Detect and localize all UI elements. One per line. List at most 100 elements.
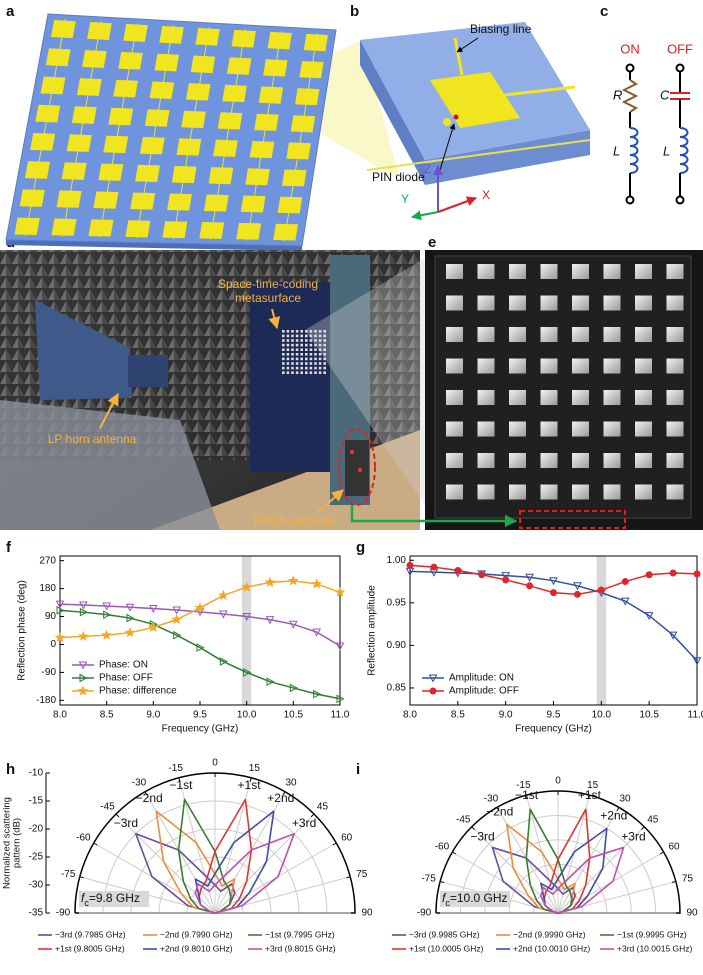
marker	[242, 613, 252, 622]
theta-tick-label: -45	[100, 802, 115, 813]
patch	[572, 390, 589, 405]
cell	[314, 371, 317, 374]
patch	[240, 195, 266, 213]
r-tick-label: -15	[29, 796, 44, 807]
y-tick-label: 0	[50, 639, 56, 650]
marker	[172, 606, 182, 615]
cell	[323, 348, 326, 351]
patch	[40, 76, 66, 95]
shaded-band	[596, 556, 607, 705]
theta-tick	[346, 876, 351, 879]
marker	[79, 607, 88, 617]
cell	[282, 371, 285, 374]
bias-line	[504, 85, 576, 97]
fpga	[345, 440, 369, 496]
marker	[264, 576, 276, 587]
theta-tick	[178, 777, 181, 782]
theta-tick	[659, 851, 664, 855]
callout-arrow	[99, 392, 119, 429]
led	[358, 468, 362, 472]
marker	[218, 610, 228, 619]
patch	[103, 135, 129, 154]
legend-label: +3rd (10.0015 GHz)	[617, 943, 693, 953]
cell	[309, 339, 313, 342]
cell	[295, 348, 299, 351]
legend-marker	[428, 674, 438, 683]
cell	[295, 330, 299, 333]
terminal	[625, 195, 635, 205]
state-label: ON	[620, 41, 640, 56]
cell	[314, 366, 317, 370]
pattern-line	[539, 846, 625, 914]
annotation: Space-time-coding	[218, 277, 318, 291]
marker	[288, 575, 299, 586]
theta-tick-label: -30	[132, 778, 147, 789]
state-label: OFF	[667, 41, 693, 56]
patch	[540, 484, 558, 500]
cell	[305, 366, 308, 370]
patch	[245, 168, 270, 186]
bias-line	[453, 37, 464, 76]
cell	[286, 353, 290, 356]
patch	[190, 55, 216, 74]
patch	[666, 295, 684, 311]
theta-tick-label: 30	[285, 778, 297, 789]
marker	[692, 657, 702, 666]
cell	[291, 339, 294, 342]
cell	[323, 357, 326, 361]
r-axis-title: Normalized scattering	[2, 797, 13, 889]
x-tick-label: 9.5	[193, 710, 207, 721]
patch	[295, 88, 320, 106]
series-line	[59, 603, 341, 647]
cell	[314, 334, 317, 338]
patch	[181, 110, 206, 129]
theta-tick-label: 0	[555, 776, 561, 787]
marker	[194, 602, 206, 613]
board	[434, 255, 692, 519]
theta-tick-label: -60	[435, 842, 450, 853]
via	[443, 118, 451, 126]
theta-tick-label: -60	[76, 833, 91, 844]
metasurface-thumb	[282, 330, 326, 374]
theta-tick	[525, 795, 528, 800]
lobe-label: −1st	[515, 788, 539, 802]
marker	[454, 566, 462, 574]
r-tick-label: -35	[29, 908, 44, 919]
patch	[171, 165, 197, 184]
marker	[171, 614, 182, 625]
marker	[478, 571, 486, 579]
legend-label: +1st (9.8005 GHz)	[55, 943, 125, 953]
patch	[509, 295, 526, 311]
patch	[236, 222, 262, 240]
theta-tick-label: -45	[456, 814, 471, 825]
legend-marker	[79, 673, 88, 683]
cell	[314, 330, 317, 333]
cell	[300, 330, 303, 333]
highlight	[338, 428, 376, 506]
theta-tick	[249, 777, 252, 782]
cell	[295, 353, 299, 356]
patch	[430, 72, 520, 128]
cell	[291, 343, 294, 347]
patch	[666, 484, 684, 500]
circuit	[621, 63, 690, 205]
marker	[502, 576, 510, 584]
board-side	[6, 240, 302, 251]
patch	[603, 421, 621, 437]
patch	[666, 327, 684, 342]
patch	[267, 31, 292, 50]
marker	[78, 630, 89, 641]
cell	[291, 371, 294, 374]
y-tick-label: 0.90	[387, 640, 407, 651]
patch	[93, 191, 119, 209]
cell	[300, 357, 303, 361]
patch	[635, 327, 652, 342]
marker	[289, 683, 298, 693]
panel-label: a	[6, 3, 15, 20]
marker	[126, 613, 135, 623]
lobe-label: −3rd	[470, 830, 494, 844]
patch	[446, 453, 463, 468]
patch	[477, 390, 495, 405]
